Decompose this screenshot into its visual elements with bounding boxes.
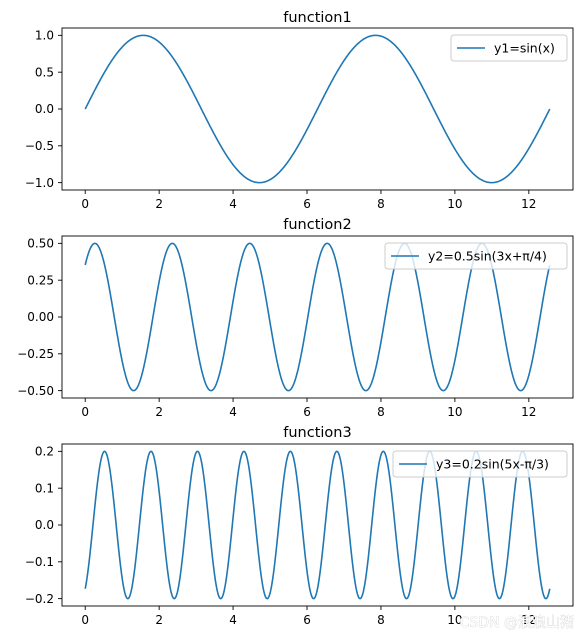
x-tick-label: 12 (521, 197, 536, 211)
legend: y1=sin(x) (450, 34, 568, 62)
x-tick-label: 12 (521, 613, 536, 627)
y-axis-ticks: −0.50 −0.25 0.00 0.25 0.50 (17, 237, 62, 398)
series-line-1 (84, 34, 551, 184)
y-tick-label: −0.50 (17, 384, 54, 398)
y-tick-label: 0.25 (27, 273, 54, 287)
y-tick-label: −0.1 (25, 555, 54, 569)
subplot-function1: function1 0 2 4 6 8 10 12 −1.0 −0.5 0.0 0.5 1.0 y1… (25, 10, 574, 211)
y-tick-label: 0.0 (35, 102, 54, 116)
x-tick-label: 0 (81, 405, 89, 419)
y-tick-label: −0.2 (25, 592, 54, 606)
x-tick-label: 4 (229, 405, 237, 419)
x-tick-label: 6 (303, 613, 311, 627)
x-axis-ticks: 0 2 4 6 8 10 12 (81, 606, 536, 627)
legend: y3=0.2sin(5x-π/3) (392, 450, 568, 478)
y-tick-label: −1.0 (25, 176, 54, 190)
x-tick-label: 4 (229, 197, 237, 211)
x-tick-label: 6 (303, 405, 311, 419)
y-tick-label: 0.00 (27, 310, 54, 324)
x-tick-label: 2 (155, 197, 163, 211)
x-tick-label: 6 (303, 197, 311, 211)
y-tick-label: 0.50 (27, 237, 54, 251)
legend-box (450, 34, 568, 62)
y-axis-ticks: −1.0 −0.5 0.0 0.5 1.0 (25, 29, 62, 190)
x-axis-ticks: 0 2 4 6 8 10 12 (81, 190, 536, 211)
legend-entry-y1: y1=sin(x) (494, 41, 555, 56)
subplot-function3: function3 0 2 4 6 8 10 12 −0.2 −0.1 0.0 0.1 0.2 y3… (25, 425, 574, 627)
y-tick-label: 0.2 (35, 445, 54, 459)
x-tick-label: 8 (377, 613, 385, 627)
legend-box (392, 450, 568, 478)
y-tick-label: 0.1 (35, 481, 54, 495)
y-tick-label: −0.5 (25, 139, 54, 153)
chart-title: function2 (283, 217, 351, 233)
chart-title: function1 (283, 10, 351, 26)
legend-box (384, 242, 568, 270)
x-tick-label: 8 (377, 197, 385, 211)
y-tick-label: −0.25 (17, 347, 54, 361)
y-tick-label: 0.5 (35, 65, 54, 79)
series-lines (84, 34, 551, 184)
x-tick-label: 2 (155, 405, 163, 419)
y-tick-label: 0.0 (35, 518, 54, 532)
x-tick-label: 0 (81, 613, 89, 627)
x-tick-label: 10 (447, 197, 462, 211)
legend: y2=0.5sin(3x+π/4) (384, 242, 568, 270)
x-axis-ticks: 0 2 4 6 8 10 12 (81, 398, 536, 419)
watermark: CSDN @浪浪山猪 (460, 615, 574, 631)
x-tick-label: 8 (377, 405, 385, 419)
y-tick-label: 1.0 (35, 29, 54, 43)
x-tick-label: 10 (447, 405, 462, 419)
x-tick-label: 2 (155, 613, 163, 627)
chart-title: function3 (283, 425, 351, 441)
legend-entry-y2: y2=0.5sin(3x+π/4) (428, 249, 547, 264)
subplot-function2: function2 0 2 4 6 8 10 12 −0.50 −0.25 0.00 0.25 0.… (17, 217, 574, 419)
x-tick-label: 12 (521, 405, 536, 419)
x-tick-label: 0 (81, 197, 89, 211)
x-tick-label: 4 (229, 613, 237, 627)
y-axis-ticks: −0.2 −0.1 0.0 0.1 0.2 (25, 445, 62, 606)
legend-entry-y3: y3=0.2sin(5x-π/3) (436, 457, 549, 472)
x-tick-label: 10 (447, 613, 462, 627)
